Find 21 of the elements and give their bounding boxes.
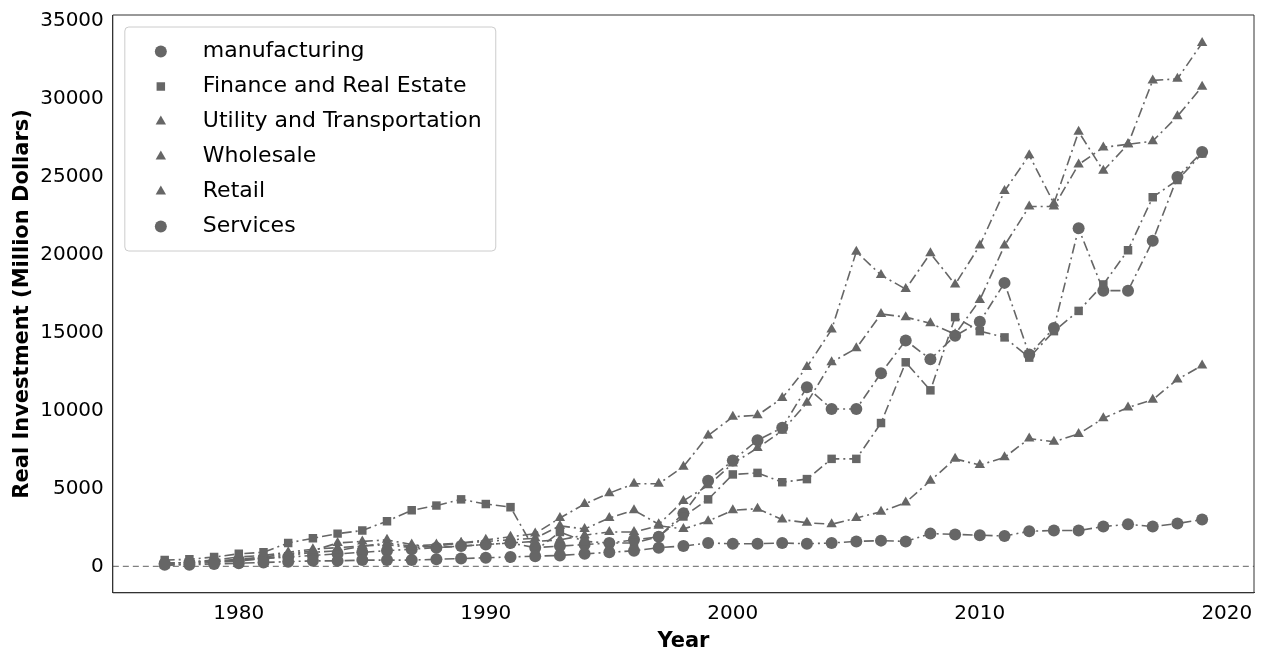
x-tick-label: 2020 (1201, 600, 1253, 624)
x-tick-label: 1980 (213, 600, 265, 624)
y-axis-title: Real Investment (Million Dollars) (9, 109, 34, 499)
legend-label: Finance and Real Estate (202, 72, 467, 98)
legend-label: manufacturing (202, 37, 365, 63)
legend-label: Utility and Transportation (202, 107, 482, 133)
y-tick-label: 35000 (40, 7, 104, 32)
y-tick-label: 5000 (52, 474, 104, 499)
y-tick-label: 25000 (40, 163, 104, 188)
y-tick-label: 0 (91, 552, 104, 577)
legend-label: Wholesale (202, 142, 317, 168)
x-axis-title: Year (656, 627, 711, 652)
y-tick-label: 30000 (40, 85, 104, 110)
x-tick-label: 2000 (707, 600, 759, 624)
y-tick-label: 20000 (40, 241, 104, 266)
x-tick-label: 2010 (954, 600, 1006, 624)
legend-label: Retail (202, 177, 265, 203)
y-tick-label: 15000 (40, 318, 104, 343)
x-tick-label: 1990 (460, 600, 512, 624)
y-tick-label: 10000 (40, 396, 104, 421)
legend-label: Services (202, 212, 296, 238)
